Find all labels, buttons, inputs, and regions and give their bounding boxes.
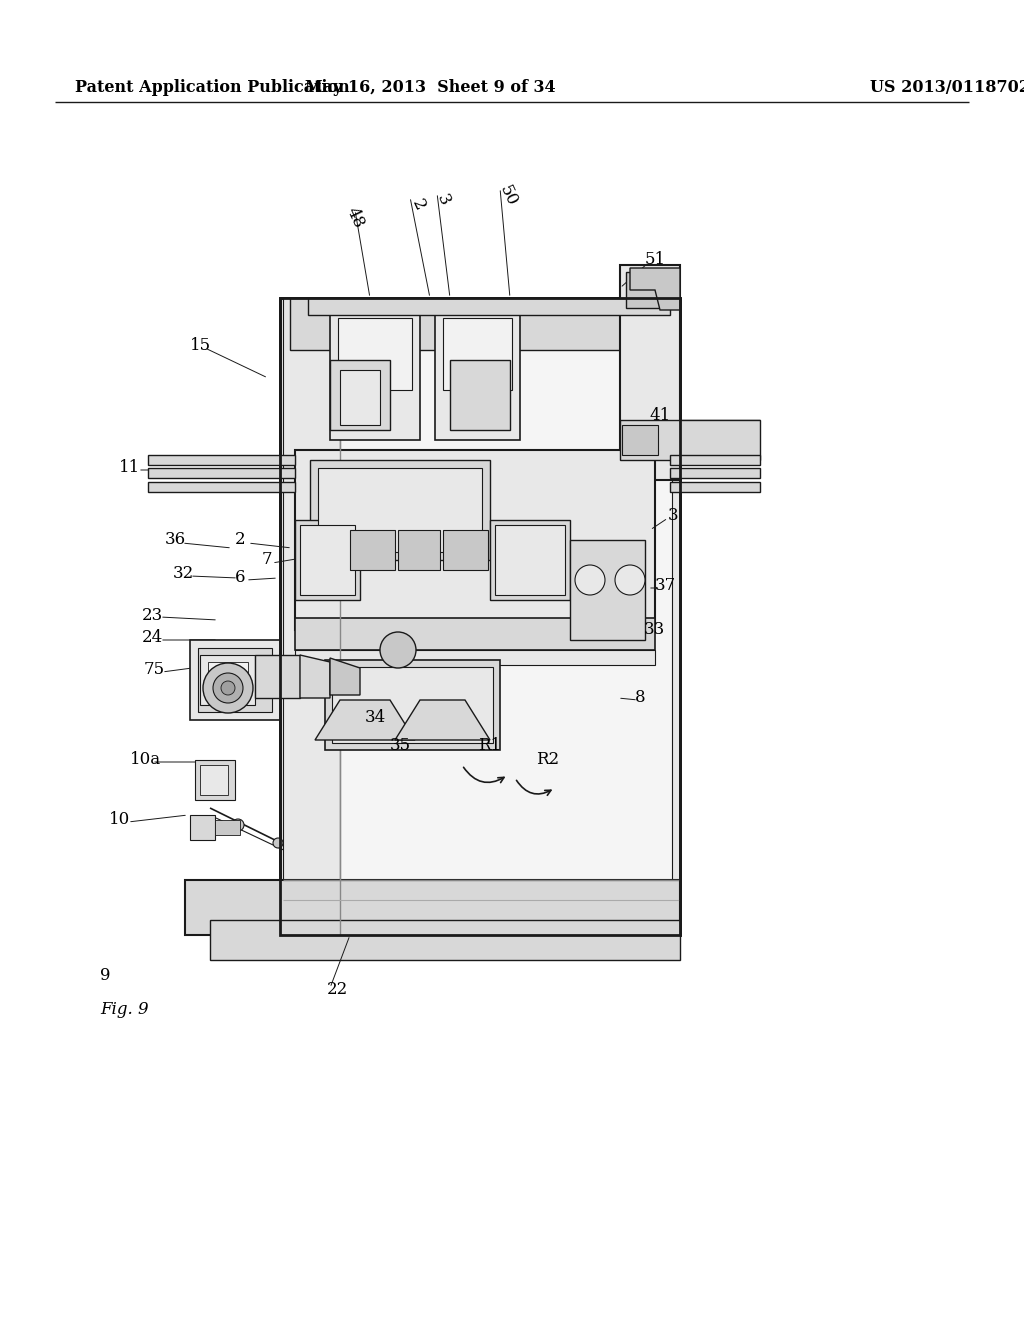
Bar: [332, 667, 493, 743]
Bar: [190, 640, 280, 719]
Text: 23: 23: [141, 606, 163, 623]
Text: US 2013/0118702 A1: US 2013/0118702 A1: [870, 78, 1024, 95]
Polygon shape: [330, 657, 360, 696]
Bar: [570, 540, 645, 640]
Text: 37: 37: [654, 577, 676, 594]
Circle shape: [203, 663, 253, 713]
Text: 34: 34: [365, 710, 386, 726]
Bar: [626, 272, 665, 308]
Text: 7: 7: [262, 552, 272, 569]
Text: 24: 24: [141, 630, 163, 647]
Bar: [622, 425, 658, 455]
Bar: [198, 648, 272, 711]
Text: 15: 15: [189, 337, 211, 354]
Bar: [185, 880, 680, 935]
Polygon shape: [315, 700, 415, 741]
Text: May 16, 2013  Sheet 9 of 34: May 16, 2013 Sheet 9 of 34: [305, 78, 555, 95]
Bar: [490, 520, 570, 601]
Text: 3: 3: [668, 507, 678, 524]
Text: R2: R2: [537, 751, 559, 768]
Bar: [283, 298, 340, 935]
Text: 22: 22: [327, 982, 347, 998]
Text: 35: 35: [389, 737, 411, 754]
Text: 75: 75: [143, 661, 165, 678]
Bar: [330, 310, 420, 440]
Bar: [295, 618, 655, 649]
Text: 41: 41: [649, 407, 671, 424]
Bar: [340, 370, 380, 425]
Text: 32: 32: [172, 565, 194, 582]
Text: 6: 6: [234, 569, 246, 586]
Bar: [330, 360, 390, 430]
Circle shape: [575, 565, 605, 595]
Text: 2: 2: [234, 532, 246, 549]
Bar: [620, 265, 680, 480]
Bar: [398, 531, 440, 570]
Circle shape: [380, 632, 416, 668]
Text: Fig. 9: Fig. 9: [100, 1002, 148, 1019]
Bar: [148, 469, 295, 478]
Bar: [620, 420, 760, 459]
Bar: [208, 663, 248, 698]
Text: 33: 33: [643, 622, 665, 639]
Text: R1: R1: [478, 737, 502, 754]
Bar: [450, 360, 510, 430]
Bar: [340, 298, 672, 935]
Bar: [495, 525, 565, 595]
Polygon shape: [630, 268, 680, 310]
Bar: [325, 660, 500, 750]
Bar: [148, 482, 295, 492]
Bar: [195, 760, 234, 800]
Text: 48: 48: [343, 205, 368, 231]
Bar: [148, 455, 295, 465]
Polygon shape: [300, 655, 330, 698]
Bar: [310, 459, 490, 560]
Bar: [295, 649, 655, 665]
Text: 11: 11: [120, 459, 140, 477]
Bar: [280, 298, 680, 935]
Bar: [200, 655, 255, 705]
Bar: [670, 455, 760, 465]
Bar: [308, 298, 670, 315]
Bar: [435, 310, 520, 440]
Bar: [295, 450, 655, 630]
Text: 50: 50: [496, 183, 520, 209]
Circle shape: [221, 681, 234, 696]
Circle shape: [615, 565, 645, 595]
Text: 36: 36: [165, 532, 185, 549]
Bar: [280, 298, 680, 935]
Bar: [200, 766, 228, 795]
Text: 51: 51: [644, 252, 666, 268]
Polygon shape: [395, 700, 490, 741]
Bar: [350, 531, 395, 570]
Bar: [338, 318, 412, 389]
Bar: [290, 298, 670, 350]
Circle shape: [273, 838, 283, 847]
Text: 3: 3: [433, 191, 453, 209]
Bar: [255, 655, 300, 698]
Bar: [670, 469, 760, 478]
Bar: [443, 318, 512, 389]
Text: Patent Application Publication: Patent Application Publication: [75, 78, 350, 95]
Bar: [215, 820, 240, 836]
Circle shape: [213, 673, 243, 704]
Circle shape: [232, 818, 244, 832]
Bar: [190, 814, 215, 840]
Text: 8: 8: [635, 689, 645, 706]
Bar: [300, 525, 355, 595]
Text: 9: 9: [99, 966, 111, 983]
Bar: [318, 469, 482, 552]
Bar: [295, 520, 360, 601]
Text: 10: 10: [110, 812, 131, 829]
Text: 2: 2: [408, 197, 428, 214]
Text: 10a: 10a: [129, 751, 161, 768]
Bar: [443, 531, 488, 570]
Bar: [670, 482, 760, 492]
Bar: [210, 920, 680, 960]
